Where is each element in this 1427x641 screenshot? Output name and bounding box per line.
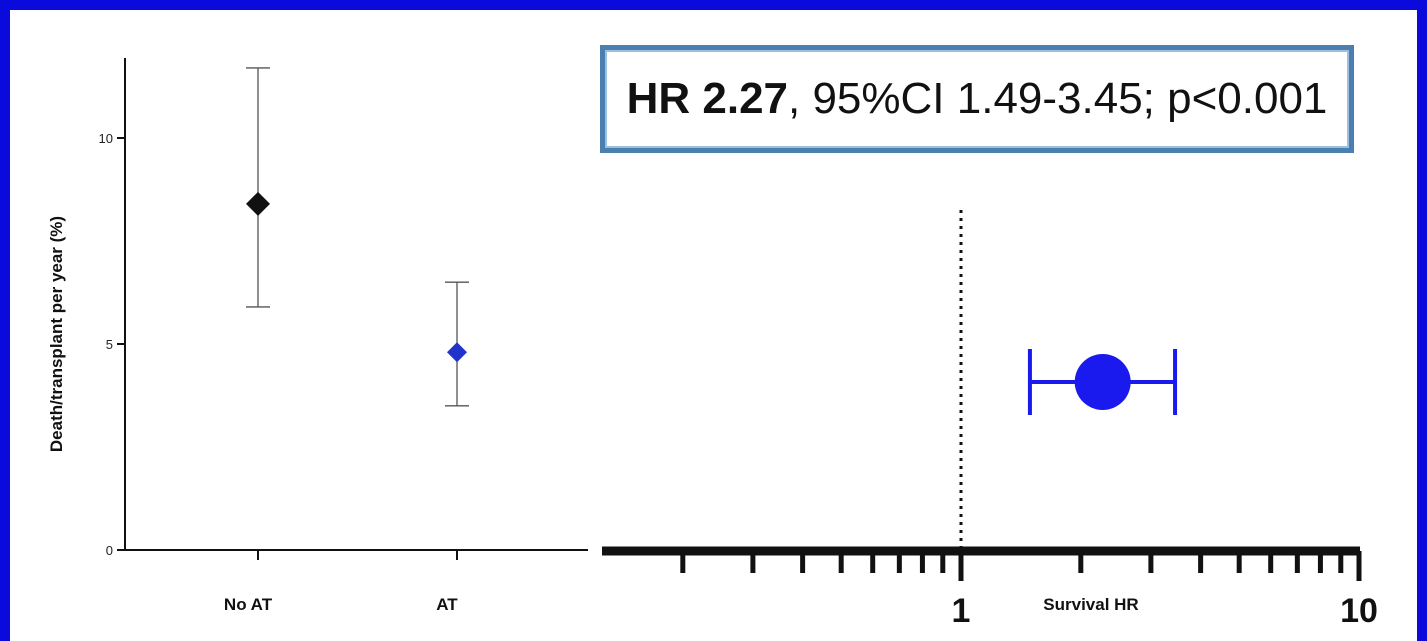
right-panel-axes: 1 10 Survival HR	[602, 210, 1378, 630]
right-x-axis-label: Survival HR	[1043, 595, 1138, 614]
left-y-axis-label: Death/transplant per year (%)	[47, 216, 66, 452]
chart-canvas: 0 5 10 No AT AT Death/transplant per year (…	[47, 58, 1378, 630]
confidence-interval-text: , 95%CI 1.49-3.45; p<0.001	[788, 74, 1328, 123]
diamond-marker	[246, 191, 270, 216]
data-point-at	[445, 281, 469, 407]
hr-circle-marker	[1074, 354, 1131, 410]
category-label: AT	[436, 595, 458, 614]
data-point-no-at	[246, 67, 270, 308]
y-tick-label: 10	[99, 131, 113, 146]
figure: 0 5 10 No AT AT Death/transplant per year (…	[10, 10, 1417, 641]
diamond-marker	[447, 342, 467, 363]
category-label: No AT	[224, 595, 273, 614]
x-tick-label: 10	[1340, 592, 1378, 630]
y-tick-label: 0	[106, 543, 113, 558]
hazard-ratio-annotation: HR 2.27, 95%CI 1.49-3.45; p<0.001	[600, 45, 1354, 153]
left-panel-axes: 0 5 10 No AT AT Death/transplant per year (…	[47, 58, 588, 614]
y-tick-label: 5	[106, 337, 113, 352]
x-tick-label: 1	[952, 592, 971, 630]
hazard-ratio-value: HR 2.27	[626, 74, 789, 123]
survival-hr-point	[1027, 349, 1178, 415]
